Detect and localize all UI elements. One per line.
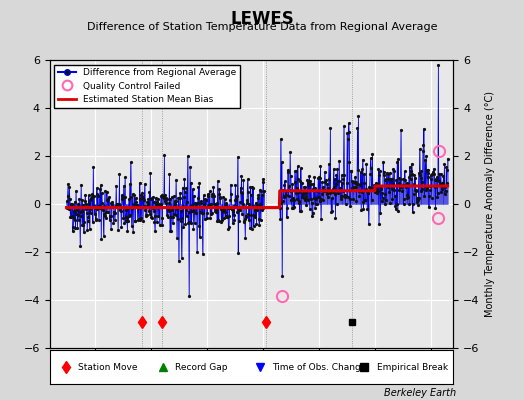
Text: Record Gap: Record Gap bbox=[175, 362, 227, 372]
Text: Time of Obs. Change: Time of Obs. Change bbox=[271, 362, 366, 372]
Text: 1980: 1980 bbox=[248, 368, 277, 378]
Y-axis label: Monthly Temperature Anomaly Difference (°C): Monthly Temperature Anomaly Difference (… bbox=[485, 91, 495, 317]
Text: Empirical Break: Empirical Break bbox=[377, 362, 447, 372]
Legend: Difference from Regional Average, Quality Control Failed, Estimated Station Mean: Difference from Regional Average, Qualit… bbox=[54, 64, 240, 108]
Text: 2000: 2000 bbox=[361, 368, 389, 378]
Text: 1960: 1960 bbox=[137, 368, 165, 378]
Text: Difference of Station Temperature Data from Regional Average: Difference of Station Temperature Data f… bbox=[87, 22, 437, 32]
Text: Station Move: Station Move bbox=[78, 362, 137, 372]
Text: 1990: 1990 bbox=[304, 368, 333, 378]
Text: 2010: 2010 bbox=[417, 368, 445, 378]
Text: LEWES: LEWES bbox=[230, 10, 294, 28]
Text: Berkeley Earth: Berkeley Earth bbox=[384, 388, 456, 398]
Text: 1950: 1950 bbox=[81, 368, 108, 378]
Text: 1970: 1970 bbox=[192, 368, 221, 378]
